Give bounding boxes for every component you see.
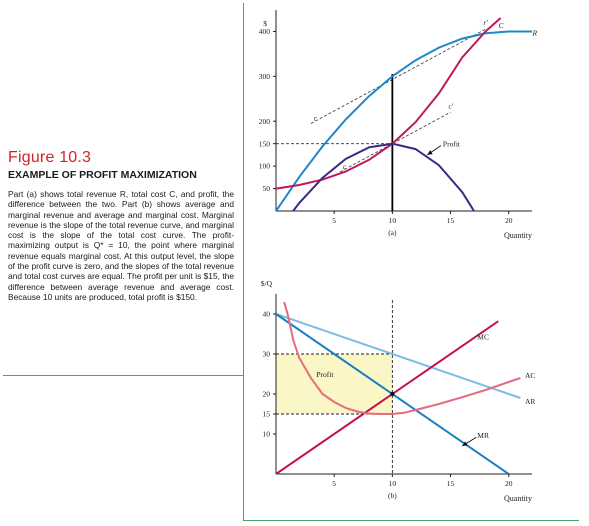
panel-a-x-tick-label: 15 xyxy=(447,216,455,225)
panel-a-tangent-label: r xyxy=(314,114,317,122)
panel-b-y-tick-label: 15 xyxy=(263,410,271,419)
panel-a-r-label: R xyxy=(532,28,538,37)
figure-body-text: Part (a) shows total revenue R, total co… xyxy=(8,189,234,302)
panel-a-x-tick-label: 10 xyxy=(389,216,397,225)
panel-a-x-tick-label: 5 xyxy=(332,216,336,225)
panel-b-y-tick-label: 10 xyxy=(263,430,271,439)
panel-a-tangent-label: c xyxy=(343,163,347,171)
panel-b-profit-label: Profit xyxy=(316,370,334,379)
panel-b-series-ar xyxy=(276,313,521,399)
panel-b-x-tick-label: 20 xyxy=(505,479,513,488)
panel-a-tangent-label: c′ xyxy=(449,102,454,110)
panel-b-x-tick-label: 15 xyxy=(447,479,455,488)
panel-b-profit-area xyxy=(276,354,393,414)
panel-a-c-label: C xyxy=(499,21,505,30)
panel-a-y-tick-label: 150 xyxy=(259,139,271,148)
panel-a-y-tick-label: 200 xyxy=(259,117,271,126)
panel-b-intersection-point xyxy=(390,391,395,397)
panel-a-profit-arrow-head xyxy=(427,150,433,155)
panel-a-x-tick-label: 20 xyxy=(505,216,513,225)
panel-a-x-label: Quantity xyxy=(504,231,532,240)
panel-b-y-tick-label: 40 xyxy=(263,310,271,319)
panel-b-mr-arrow-head xyxy=(462,441,468,446)
figure-title: EXAMPLE OF PROFIT MAXIMIZATION xyxy=(8,169,197,181)
panel-a-profit-label: Profit xyxy=(443,140,461,149)
panel-b-series-ac xyxy=(283,301,521,415)
panel-a-tangent-line xyxy=(310,28,486,124)
panel-b-mc-label: MC xyxy=(477,332,489,341)
panel-a-y-label: $ xyxy=(263,19,267,28)
panel-b-x-tick-label: 10 xyxy=(389,479,397,488)
panel-divider-bottom xyxy=(243,520,579,521)
panel-a-series-r xyxy=(276,30,532,211)
panel-a-y-tick-label: 50 xyxy=(263,184,271,193)
caption-divider xyxy=(3,375,243,376)
panel-a-y-tick-label: 400 xyxy=(259,27,271,36)
panel-b-ar-label: AR xyxy=(525,397,535,406)
panel-b-series-mc xyxy=(276,320,499,474)
panel-b-y-tick-label: 20 xyxy=(263,390,271,399)
panel-b-y-tick-label: 30 xyxy=(263,350,271,359)
panel-b-label: (b) xyxy=(388,491,397,500)
panel-a-y-tick-label: 100 xyxy=(259,162,271,171)
panel-b-x-tick-label: 5 xyxy=(332,479,336,488)
panel-b-y-label: $/Q xyxy=(261,279,273,288)
figure-label: Figure 10.3 xyxy=(8,149,92,166)
panel-b-x-label: Quantity xyxy=(504,494,532,503)
panel-a-series-profit xyxy=(291,142,476,211)
panel-a-tangent-label: r′ xyxy=(483,19,488,27)
panel-a-label: (a) xyxy=(388,228,397,237)
panel-b-mr-label: MR xyxy=(477,431,489,440)
panel-a-y-tick-label: 300 xyxy=(259,72,271,81)
panel-b-ac-label: AC xyxy=(525,371,535,380)
panel-divider-vertical xyxy=(243,3,244,520)
